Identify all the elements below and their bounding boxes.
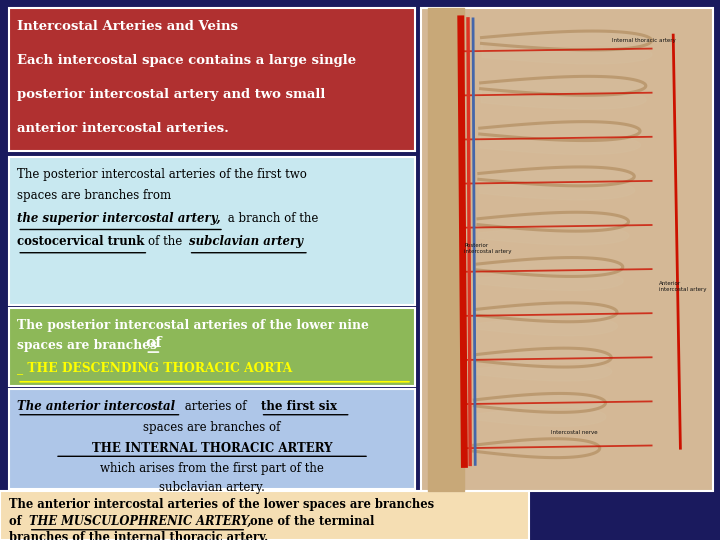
- Text: of the: of the: [148, 235, 186, 248]
- Text: subclavian artery: subclavian artery: [189, 235, 303, 248]
- FancyBboxPatch shape: [9, 389, 415, 489]
- Text: spaces are branches: spaces are branches: [17, 339, 161, 352]
- Text: THE INTERNAL THORACIC ARTERY: THE INTERNAL THORACIC ARTERY: [91, 442, 333, 455]
- FancyBboxPatch shape: [9, 157, 415, 305]
- Text: Posterior
intercostal artery: Posterior intercostal artery: [464, 243, 512, 254]
- FancyBboxPatch shape: [421, 8, 713, 491]
- Text: Each intercostal space contains a large single: Each intercostal space contains a large …: [17, 54, 356, 67]
- Text: posterior intercostal artery and two small: posterior intercostal artery and two sma…: [17, 88, 325, 101]
- Text: Intercostal nerve: Intercostal nerve: [551, 429, 598, 435]
- Text: costocervical trunk: costocervical trunk: [17, 235, 149, 248]
- FancyBboxPatch shape: [9, 308, 415, 386]
- Text: of: of: [145, 336, 162, 350]
- Text: spaces are branches of: spaces are branches of: [143, 421, 281, 434]
- Text: The anterior intercostal arteries of the lower spaces are branches: The anterior intercostal arteries of the…: [9, 498, 433, 511]
- Text: _ THE DESCENDING THORACIC AORTA: _ THE DESCENDING THORACIC AORTA: [17, 361, 292, 374]
- Text: Internal thoracic artery: Internal thoracic artery: [612, 38, 676, 43]
- Text: which arises from the first part of the: which arises from the first part of the: [100, 462, 324, 475]
- Text: a branch of the: a branch of the: [224, 212, 318, 225]
- Text: the superior intercostal artery,: the superior intercostal artery,: [17, 212, 221, 225]
- Text: of: of: [9, 515, 25, 528]
- Text: The posterior intercostal arteries of the first two: The posterior intercostal arteries of th…: [17, 168, 307, 181]
- Text: the first six: the first six: [261, 400, 337, 413]
- Text: subclavian artery.: subclavian artery.: [159, 481, 265, 494]
- Text: anterior intercostal arteries.: anterior intercostal arteries.: [17, 122, 229, 135]
- FancyBboxPatch shape: [0, 491, 529, 540]
- Text: spaces are branches from: spaces are branches from: [17, 189, 171, 202]
- Text: Intercostal Arteries and Veins: Intercostal Arteries and Veins: [17, 20, 238, 33]
- Text: THE MUSCULOPHRENIC ARTERY,: THE MUSCULOPHRENIC ARTERY,: [29, 515, 251, 528]
- Text: The posterior intercostal arteries of the lower nine: The posterior intercostal arteries of th…: [17, 319, 369, 332]
- Text: The anterior intercostal: The anterior intercostal: [17, 400, 176, 413]
- Text: arteries of: arteries of: [181, 400, 251, 413]
- Text: branches of the internal thoracic artery.: branches of the internal thoracic artery…: [9, 531, 268, 540]
- Text: one of the terminal: one of the terminal: [246, 515, 374, 528]
- Text: Anterior
intercostal artery: Anterior intercostal artery: [659, 281, 706, 292]
- FancyBboxPatch shape: [9, 8, 415, 151]
